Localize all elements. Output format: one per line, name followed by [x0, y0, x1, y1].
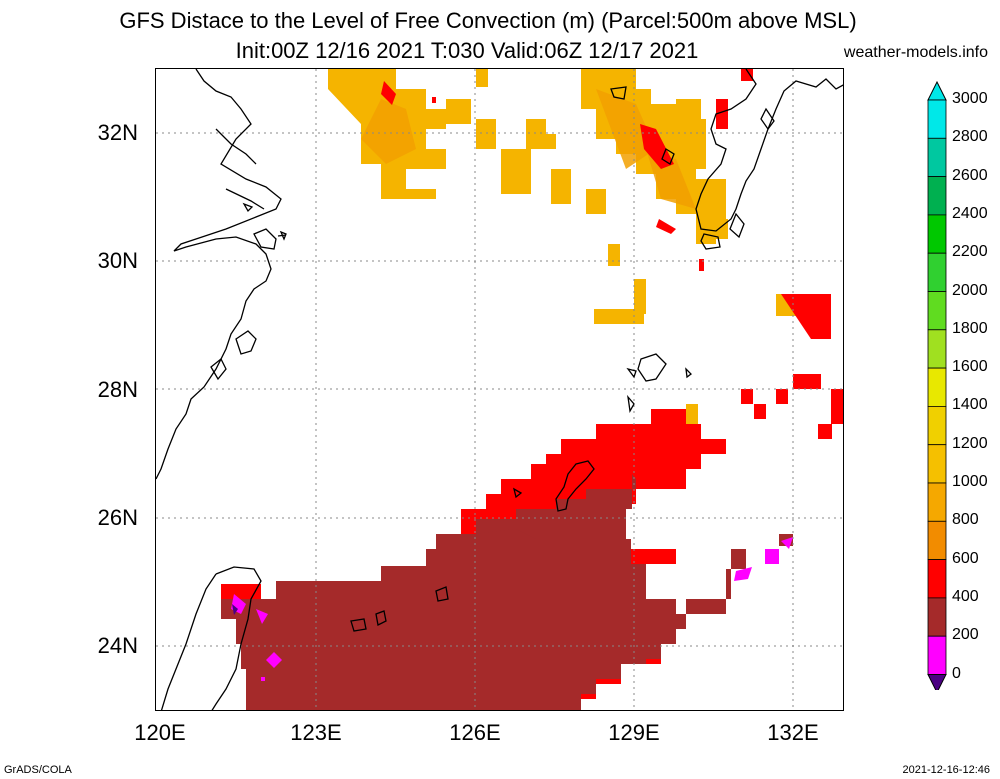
colorbar-label: 200: [952, 626, 979, 644]
map-canvas: [156, 69, 843, 710]
lat-label-32n: 32N: [97, 120, 138, 145]
coastlines: [156, 69, 843, 710]
colorbar-segment: [927, 252, 947, 292]
colorbar-segment: [927, 597, 947, 637]
field-brown-fill: [456, 529, 566, 569]
colorbar-label: 2000: [952, 281, 988, 299]
colorbar-segment: [927, 405, 947, 446]
colorbar-label: 800: [952, 511, 979, 529]
colorbar-top-arrow: [927, 80, 947, 101]
colorbar-segment: [927, 137, 947, 177]
map-subtitle: Init:00Z 12/16 2021 T:030 Valid:06Z 12/1…: [235, 38, 699, 63]
colorbar-segment: [927, 444, 947, 484]
lon-label-132e: 132E: [767, 720, 819, 745]
colorbar-label: 600: [952, 549, 979, 567]
colorbar-label: 1400: [952, 396, 988, 414]
lon-label-126e: 126E: [449, 720, 501, 745]
colorbar-segment: [927, 520, 947, 560]
colorbar-segment: [927, 559, 947, 599]
map-panel: [155, 68, 844, 711]
lat-label-30n: 30N: [97, 248, 138, 273]
colorbar-label: 0: [952, 664, 961, 682]
field-magenta: [231, 537, 793, 681]
colorbar-segment: [927, 291, 947, 331]
colorbar-label: 1000: [952, 473, 988, 490]
colorbar-label: 1200: [952, 434, 988, 452]
lon-label-129e: 129E: [608, 720, 660, 745]
lat-label-26n: 26N: [97, 505, 138, 530]
colorbar-label: 3000: [952, 90, 988, 107]
lon-label-120e: 120E: [134, 720, 186, 745]
colorbar-segment: [927, 635, 947, 675]
colorbar-segment: [927, 367, 947, 407]
footer-timestamp: 2021-12-16-12:46: [902, 764, 990, 776]
colorbar-segment: [927, 482, 947, 522]
lon-label-123e: 123E: [290, 720, 342, 745]
colorbar-bottom-arrow: [927, 674, 947, 690]
colorbar-label: 2800: [952, 128, 988, 146]
gridlines: [156, 69, 843, 710]
field-purple: [232, 604, 238, 615]
colorbar-label: 400: [952, 587, 979, 605]
colorbar: [927, 80, 947, 690]
colorbar-label: 2200: [952, 243, 988, 261]
colorbar-segment: [927, 99, 947, 139]
lat-label-28n: 28N: [97, 377, 138, 402]
colorbar-segment: [927, 329, 947, 369]
map-title: GFS Distace to the Level of Free Convect…: [119, 8, 857, 33]
colorbar-label: 2400: [952, 204, 988, 222]
colorbar-label: 1800: [952, 319, 988, 337]
footer-credit: GrADS/COLA: [4, 764, 72, 776]
site-label[interactable]: weather-models.info: [843, 44, 988, 61]
colorbar-label: 1600: [952, 358, 988, 376]
lat-label-24n: 24N: [97, 633, 138, 658]
colorbar-segment: [927, 214, 947, 254]
colorbar-label: 2600: [952, 166, 988, 184]
colorbar-segment: [927, 176, 947, 216]
